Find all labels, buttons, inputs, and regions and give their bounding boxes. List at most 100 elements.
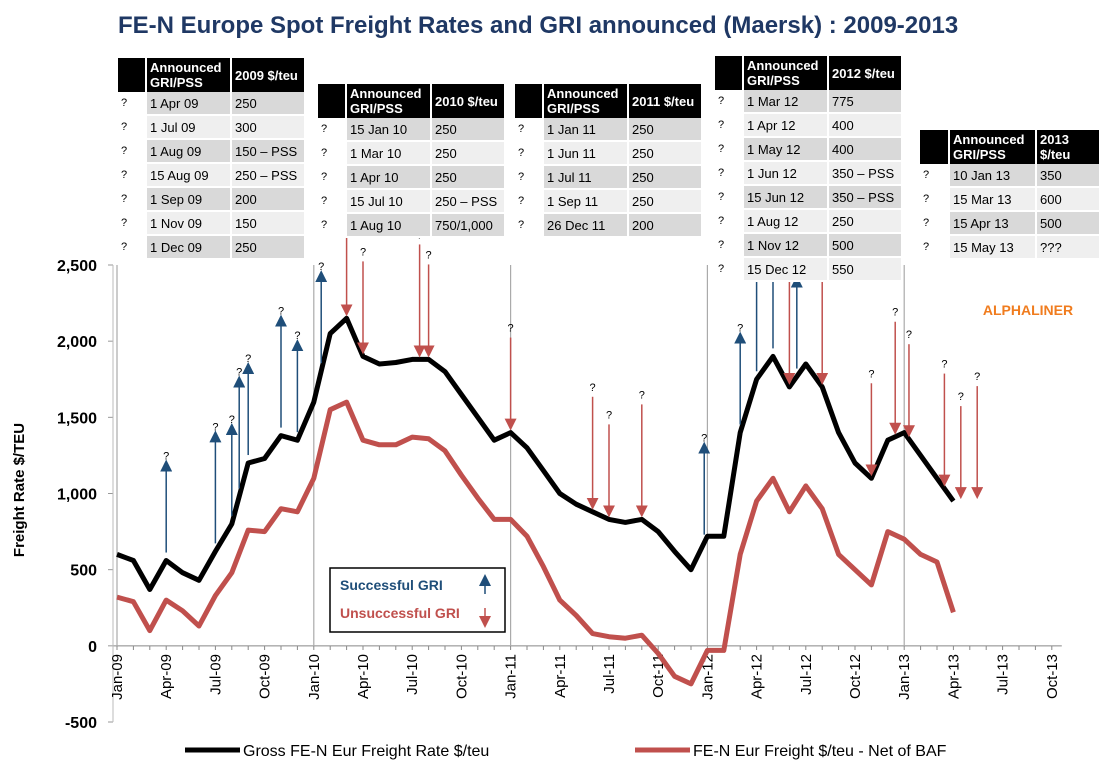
row-marker: ? xyxy=(118,92,147,116)
row-marker: ? xyxy=(715,233,744,258)
table-row: ? 15 Mar 13 600 xyxy=(920,187,1101,212)
row-date: 10 Jan 13 xyxy=(949,164,1037,188)
row-marker: ? xyxy=(715,209,744,234)
header-cell xyxy=(920,130,950,164)
row-amount: 400 xyxy=(828,113,903,138)
row-amount: 250 xyxy=(431,165,506,190)
row-date: 26 Dec 11 xyxy=(543,213,629,238)
row-marker: ? xyxy=(118,211,147,236)
row-date: 15 Dec 12 xyxy=(743,257,829,282)
gri-marker: ? xyxy=(318,261,324,273)
table-row: ? 1 Dec 09 250 xyxy=(118,235,306,260)
x-tick-label: Jan-09 xyxy=(109,654,126,700)
row-amount: 200 xyxy=(628,213,703,238)
row-marker: ? xyxy=(118,235,147,260)
row-marker: ? xyxy=(515,189,544,214)
row-marker: ? xyxy=(515,141,544,166)
gri-legend-label: Unsuccessful GRI xyxy=(340,605,460,621)
row-amount: 250 xyxy=(828,209,903,234)
gri-table: Announced GRI/PSS 2009 $/teu? 1 Apr 09 250?… xyxy=(118,58,306,260)
x-tick-label: Oct-11 xyxy=(650,654,667,698)
y-tick-label: 1,000 xyxy=(57,487,97,504)
header-cell: 2012 $/teu xyxy=(828,56,903,90)
header-cell: Announced GRI/PSS xyxy=(146,58,232,92)
gri-marker: ? xyxy=(941,359,947,371)
row-marker: ? xyxy=(318,213,347,238)
row-date: 1 Jul 09 xyxy=(146,115,232,140)
y-tick-label: 0 xyxy=(88,639,97,656)
table-row: ? 1 Aug 12 250 xyxy=(715,209,903,234)
row-marker: ? xyxy=(118,115,147,140)
row-date: 1 Mar 10 xyxy=(346,141,432,166)
x-tick-label: Jul-13 xyxy=(995,654,1012,695)
gri-marker: ? xyxy=(974,371,980,383)
row-date: 1 Jan 11 xyxy=(543,118,629,142)
y-tick-label: 2,500 xyxy=(57,258,97,275)
row-date: 1 Sep 09 xyxy=(146,187,232,212)
row-date: 1 Nov 09 xyxy=(146,211,232,236)
row-marker: ? xyxy=(318,189,347,214)
legend-label: FE-N Eur Freight $/teu - Net of BAF xyxy=(693,743,947,760)
table-row: ? 1 Aug 10 750/1,000 xyxy=(318,213,506,238)
table-header-row: Announced GRI/PSS 2011 $/teu xyxy=(515,84,703,118)
row-amount: 250 xyxy=(628,189,703,214)
gri-marker: ? xyxy=(163,451,169,463)
gri-marker: ? xyxy=(590,382,596,394)
row-date: 1 Mar 12 xyxy=(743,90,829,114)
table-header-row: Announced GRI/PSS 2009 $/teu xyxy=(118,58,306,92)
series-line xyxy=(116,399,956,687)
header-cell: 2010 $/teu xyxy=(431,84,506,118)
row-date: 15 Jan 10 xyxy=(346,118,432,142)
gri-marker: ? xyxy=(868,368,874,380)
row-date: 1 Aug 09 xyxy=(146,139,232,164)
table-row: ? 1 Aug 09 150 – PSS xyxy=(118,139,306,164)
gri-marker: ? xyxy=(245,353,251,365)
table-row: ? 1 Nov 12 500 xyxy=(715,233,903,258)
gri-marker: ? xyxy=(360,246,366,258)
row-marker: ? xyxy=(118,163,147,188)
row-amount: 400 xyxy=(828,137,903,162)
row-amount: 250 – PSS xyxy=(431,189,506,214)
row-date: 1 Jul 11 xyxy=(543,165,629,190)
row-date: 15 Mar 13 xyxy=(949,187,1037,212)
table-row: ? 26 Dec 11 200 xyxy=(515,213,703,238)
row-date: 1 Apr 09 xyxy=(146,92,232,116)
gri-marker: ? xyxy=(737,323,743,335)
table-row: ? 1 Mar 12 775 xyxy=(715,90,903,114)
table-row: ? 1 Mar 10 250 xyxy=(318,141,506,166)
header-cell xyxy=(715,56,744,90)
row-amount: 250 xyxy=(431,118,506,142)
gri-table: Announced GRI/PSS 2013 $/teu? 10 Jan 13 350… xyxy=(920,130,1101,260)
gri-marker: ? xyxy=(906,329,912,341)
table-header-row: Announced GRI/PSS 2012 $/teu xyxy=(715,56,903,90)
x-tick-label: Jul-10 xyxy=(404,654,421,695)
gri-marker: ? xyxy=(639,389,645,401)
row-date: 15 Aug 09 xyxy=(146,163,232,188)
table-row: ? 1 Jan 11 250 xyxy=(515,118,703,142)
header-cell: 2011 $/teu xyxy=(628,84,703,118)
gri-marker: ? xyxy=(892,307,898,319)
row-marker: ? xyxy=(715,185,744,210)
row-amount: 250 xyxy=(628,141,703,166)
row-marker: ? xyxy=(318,165,347,190)
table-row: ? 15 Apr 13 500 xyxy=(920,211,1101,236)
header-cell: Announced GRI/PSS xyxy=(543,84,629,118)
row-date: 1 Apr 12 xyxy=(743,113,829,138)
x-tick-label: Oct-10 xyxy=(453,654,470,699)
table-row: ? 1 Jun 12 350 – PSS xyxy=(715,161,903,186)
row-amount: 750/1,000 xyxy=(431,213,506,238)
table-row: ? 1 Jul 11 250 xyxy=(515,165,703,190)
gri-marker: ? xyxy=(426,249,432,261)
row-amount: 250 xyxy=(231,92,306,116)
gri-marker: ? xyxy=(294,330,300,342)
row-amount: 200 xyxy=(231,187,306,212)
x-tick-label: Apr-09 xyxy=(158,654,175,699)
row-date: 1 Aug 12 xyxy=(743,209,829,234)
gri-marker: ? xyxy=(236,366,242,378)
table-row: ? 15 May 13??? xyxy=(920,235,1101,260)
row-amount: ??? xyxy=(1036,235,1101,260)
gri-marker: ? xyxy=(701,433,707,445)
row-date: 15 May 13 xyxy=(949,235,1037,260)
row-amount: 350 xyxy=(1036,164,1101,188)
